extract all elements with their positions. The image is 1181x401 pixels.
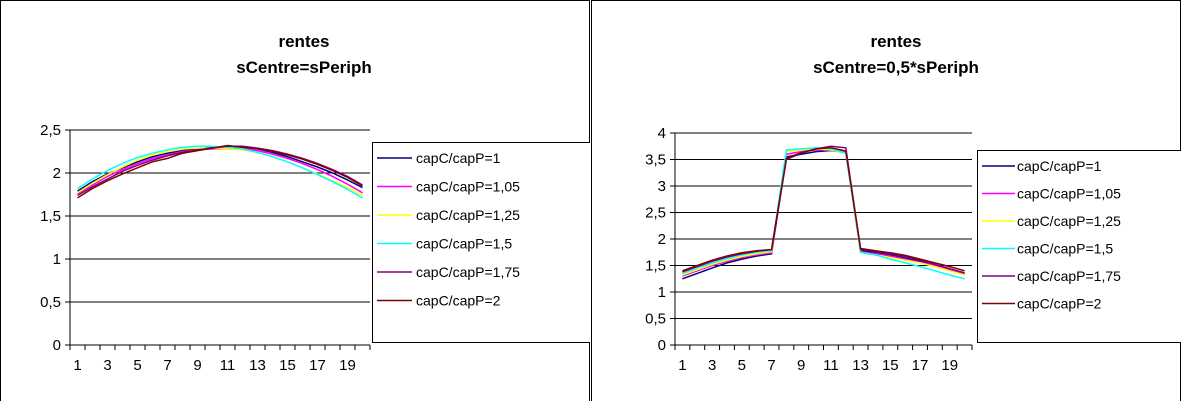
y-tick-label: 2,5 (40, 122, 61, 139)
chart-panel-left: rentes sCentre=sPeriph 0 0,5 1 1,5 2 2,5 1 3 5 7 9 11… (0, 0, 590, 401)
y-tick-label: 2 (658, 231, 666, 248)
chart-subtitle: sCentre=0,5*sPeriph (813, 58, 979, 77)
legend-entry: capC/capP=1,5 (1017, 241, 1113, 257)
legend-box (977, 150, 1181, 343)
series-line-3 (682, 148, 965, 276)
legend-entry: capC/capP=1,25 (1017, 213, 1121, 229)
x-tick-label: 15 (882, 357, 899, 374)
x-tick-label: 11 (823, 357, 839, 374)
x-tick-label: 17 (912, 357, 929, 374)
y-tick-label: 1,5 (40, 208, 61, 225)
series-line-6 (77, 144, 363, 199)
legend-entry: capC/capP=1 (416, 150, 501, 166)
y-tick-label: 0,5 (645, 311, 666, 328)
x-tick-label: 15 (279, 357, 296, 374)
x-tick-label: 13 (249, 357, 266, 374)
x-tick-label: 9 (193, 357, 201, 374)
series-line-6 (682, 147, 965, 272)
y-tick-label: 4 (658, 125, 666, 142)
x-tick-label: 1 (73, 357, 81, 374)
y-tick-label: 2,5 (645, 205, 666, 222)
x-tick-label: 5 (133, 357, 141, 374)
legend-entry: capC/capP=1,05 (1017, 186, 1121, 202)
x-tick-label: 9 (797, 357, 805, 374)
legend-box (372, 142, 590, 343)
y-tick-label: 2 (53, 165, 61, 182)
chart-svg-right: rentes sCentre=0,5*sPeriph 0 0,5 1 1,5 2 2,5 3 3,… (591, 0, 1181, 401)
x-tick-label: 5 (738, 357, 746, 374)
x-tick-label: 1 (678, 357, 686, 374)
x-tick-label: 19 (941, 357, 958, 374)
x-tick-label: 11 (220, 357, 236, 374)
y-tick-label: 0,5 (40, 294, 61, 311)
chart-title: rentes (870, 32, 921, 51)
x-tick-label: 7 (163, 357, 171, 374)
y-tick-label: 3,5 (645, 152, 666, 169)
legend-entry: capC/capP=2 (416, 293, 501, 309)
y-tick-label: 1,5 (645, 258, 666, 275)
legend-entry: capC/capP=1,05 (416, 179, 520, 195)
y-tick-label: 1 (53, 251, 61, 268)
y-tick-label: 0 (658, 337, 666, 354)
series-line-1 (682, 149, 965, 280)
x-tick-label: 7 (767, 357, 775, 374)
y-tick-label: 0 (53, 337, 61, 354)
legend-entry: capC/capP=2 (1017, 296, 1102, 312)
y-tick-label: 3 (658, 178, 666, 195)
chart-title: rentes (278, 32, 329, 51)
x-tick-label: 19 (339, 357, 356, 374)
chart-subtitle: sCentre=sPeriph (236, 58, 372, 77)
legend-entry: capC/capP=1,5 (416, 236, 512, 252)
legend-entry: capC/capP=1,75 (416, 264, 520, 280)
legend-entry: capC/capP=1,25 (416, 207, 520, 223)
legend-entry: capC/capP=1 (1017, 158, 1102, 174)
legend-entry: capC/capP=1,75 (1017, 268, 1121, 284)
x-tick-label: 3 (708, 357, 716, 374)
chart-panel-right: rentes sCentre=0,5*sPeriph 0 0,5 1 1,5 2 2,5 3 3,… (591, 0, 1181, 401)
x-tick-label: 13 (852, 357, 869, 374)
y-tick-label: 1 (658, 284, 666, 301)
x-tick-label: 17 (309, 357, 326, 374)
x-tick-label: 3 (103, 357, 111, 374)
